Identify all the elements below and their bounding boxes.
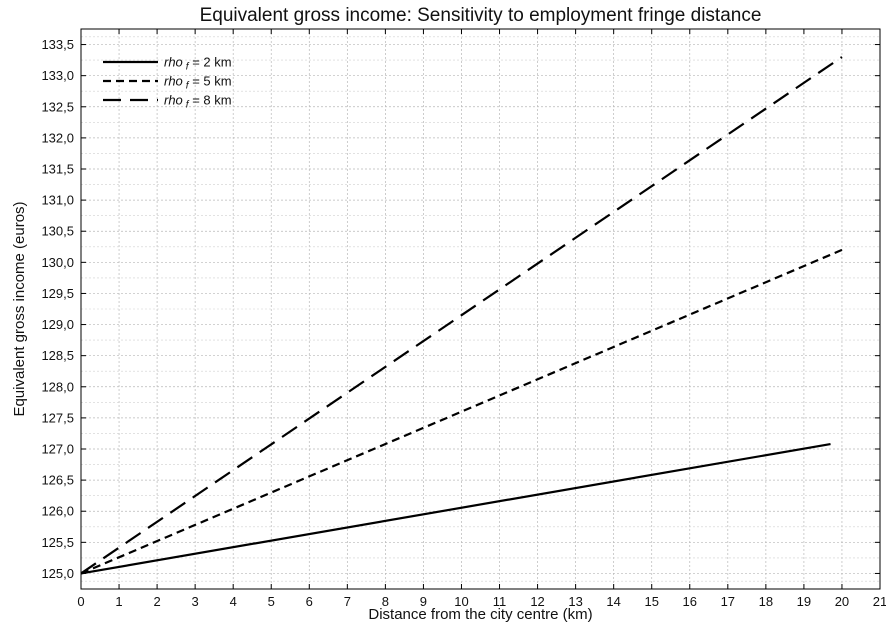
y-tick-label: 131,5 [41,162,74,177]
x-tick-label: 7 [344,594,351,609]
y-tick-label: 125,0 [41,566,74,581]
x-tick-label: 2 [153,594,160,609]
x-tick-label: 0 [77,594,84,609]
legend-value: = 5 km [189,74,232,89]
series-line-3 [80,56,843,575]
legend-value: = 2 km [189,55,232,70]
legend-label-2: rho f = 5 km [164,74,232,92]
y-tick-label: 130,5 [41,224,74,239]
y-tick-label: 131,0 [41,193,74,208]
series-lines [80,56,843,575]
legend-subscript: f [186,100,190,111]
legend-value: = 8 km [189,93,232,108]
x-tick-label: 3 [192,594,199,609]
grid [81,29,880,589]
x-tick-label: 11 [493,594,507,609]
plot-frame [80,28,881,590]
y-tick-label: 132,5 [41,99,74,114]
legend-subscript: f [186,81,190,92]
x-tick-label: 18 [759,594,773,609]
x-tick-label: 12 [530,594,544,609]
y-axis-label: Equivalent gross income (euros) [11,201,28,416]
legend-symbol: rho [164,55,183,70]
legend-subscript: f [186,62,190,73]
x-tick-label: 19 [797,594,811,609]
y-tick-label: 127,0 [41,442,74,457]
x-tick-label: 17 [721,594,735,609]
x-tick-label: 14 [606,594,620,609]
x-tick-label: 5 [268,594,275,609]
y-tick-label: 127,5 [41,410,74,425]
series-line-2 [80,248,843,575]
x-tick-label: 13 [568,594,582,609]
y-tick-label: 133,0 [41,68,74,83]
legend-symbol: rho [164,93,183,108]
x-tick-label: 10 [454,594,468,609]
y-tick-label: 132,0 [41,130,74,145]
series-line-1 [80,442,831,575]
y-tick-label: 128,0 [41,379,74,394]
x-tick-label: 6 [306,594,313,609]
x-tick-label: 1 [115,594,122,609]
x-axis-label: Distance from the city centre (km) [368,606,592,623]
y-tick-label: 133,5 [41,37,74,52]
x-tick-label: 21 [873,594,886,609]
x-tick-label: 16 [683,594,697,609]
y-tick-label: 129,5 [41,286,74,301]
x-tick-label: 4 [230,594,237,609]
legend-label-1: rho f = 2 km [164,55,232,73]
y-tick-label: 126,5 [41,473,74,488]
x-tick-label: 15 [644,594,658,609]
legend-label-3: rho f = 8 km [164,93,232,111]
y-tick-label: 129,0 [41,317,74,332]
x-tick-label: 9 [420,594,427,609]
y-tick-label: 130,0 [41,255,74,270]
legend-symbol: rho [164,74,183,89]
x-tick-label: 8 [382,594,389,609]
axis-ticks: 0 1 2 3 4 5 6 7 8 9 10 11 12 13 14 15 16 17 18 19 20 21125,01… [41,29,886,609]
y-tick-label: 128,5 [41,348,74,363]
y-tick-label: 126,0 [41,504,74,519]
chart-title: Equivalent gross income: Sensitivity to … [200,5,762,26]
y-tick-label: 125,5 [41,535,74,550]
x-tick-label: 20 [835,594,849,609]
